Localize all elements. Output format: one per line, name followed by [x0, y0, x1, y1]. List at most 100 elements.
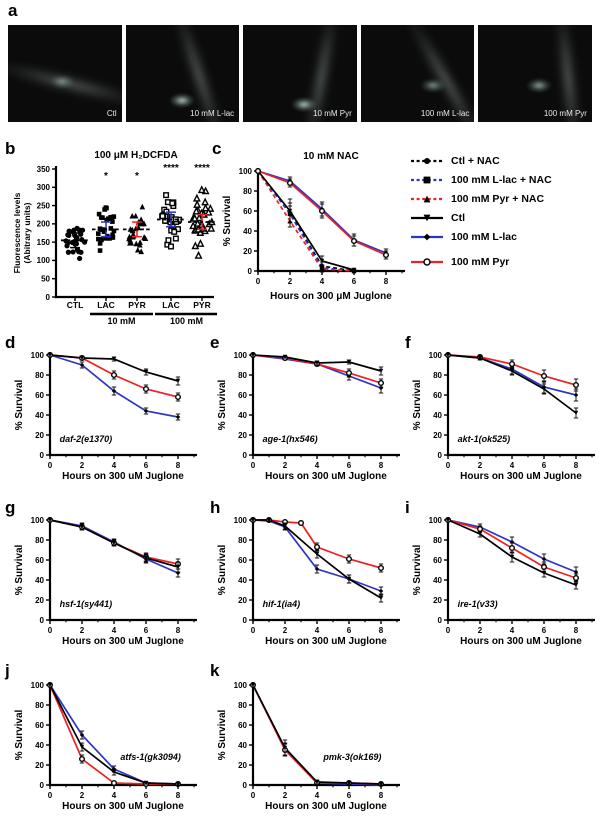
svg-text:Hours on 300 uM Juglone: Hours on 300 uM Juglone [62, 801, 184, 812]
svg-text:2: 2 [283, 461, 288, 470]
svg-text:10 mM NAC: 10 mM NAC [303, 151, 359, 162]
svg-text:250: 250 [37, 201, 51, 210]
worm-image [392, 25, 475, 122]
panel-letter-b: b [5, 139, 16, 158]
svg-text:Hours on 300 uM Juglone: Hours on 300 uM Juglone [265, 471, 387, 482]
svg-text:pmk-3(ok169): pmk-3(ok169) [322, 752, 381, 762]
svg-text:Hours on 300 μM Juglone: Hours on 300 μM Juglone [270, 291, 392, 302]
svg-text:0: 0 [48, 626, 53, 635]
micrograph-label: 10 mM Pyr [313, 109, 352, 118]
svg-text:6: 6 [144, 461, 149, 470]
svg-text:8: 8 [379, 626, 384, 635]
svg-text:100: 100 [234, 351, 248, 360]
svg-text:6: 6 [144, 791, 149, 800]
svg-text:80: 80 [35, 701, 44, 710]
legend-marker-icon [411, 176, 443, 183]
svg-text:CTL: CTL [67, 300, 84, 310]
svg-text:0: 0 [40, 616, 45, 625]
svg-text:40: 40 [35, 411, 44, 420]
svg-text:60: 60 [35, 721, 44, 730]
svg-text:Hours on 300 uM Juglone: Hours on 300 uM Juglone [62, 471, 184, 482]
svg-text:80: 80 [238, 536, 247, 545]
svg-text:% Survival: % Survival [217, 709, 228, 760]
panel-letter-j: j [5, 661, 10, 680]
svg-text:6: 6 [144, 626, 149, 635]
svg-text:2: 2 [80, 461, 85, 470]
svg-text:2: 2 [80, 626, 85, 635]
svg-text:100: 100 [239, 167, 253, 176]
svg-text:0: 0 [446, 461, 451, 470]
svg-text:80: 80 [433, 536, 442, 545]
svg-text:6: 6 [347, 461, 352, 470]
legend-label: 100 mM Pyr + NAC [451, 192, 545, 205]
svg-text:0: 0 [438, 616, 443, 625]
svg-text:% Survival: % Survival [217, 544, 228, 595]
svg-text:60: 60 [433, 556, 442, 565]
panel-letter-f: f [405, 333, 411, 352]
svg-text:8: 8 [574, 461, 579, 470]
svg-text:0: 0 [40, 451, 45, 460]
svg-text:20: 20 [433, 596, 442, 605]
svg-text:10 mM: 10 mM [107, 316, 135, 325]
legend: Ctl + NAC 100 mM L-lac + NAC 100 mM Pyr … [410, 154, 552, 268]
svg-text:8: 8 [379, 461, 384, 470]
panel-letter-c: c [212, 139, 222, 158]
svg-text:0: 0 [243, 451, 248, 460]
svg-text:****: **** [194, 163, 210, 174]
panel-letter-k: k [210, 661, 220, 680]
micrograph-10mm-pyr: 10 mM Pyr [243, 25, 357, 122]
svg-text:****: **** [163, 163, 179, 174]
svg-text:0: 0 [438, 451, 443, 460]
svg-text:0: 0 [256, 277, 261, 286]
svg-text:40: 40 [35, 741, 44, 750]
svg-text:80: 80 [243, 187, 252, 196]
legend-label: 100 mM L-lac [451, 230, 517, 243]
svg-text:8: 8 [379, 791, 384, 800]
svg-text:8: 8 [574, 626, 579, 635]
micrograph-label: 100 mM L-lac [420, 109, 470, 118]
svg-text:2: 2 [478, 626, 483, 635]
panel-letter-g: g [5, 498, 16, 517]
svg-text:4: 4 [315, 626, 320, 635]
svg-text:40: 40 [433, 576, 442, 585]
legend-marker-icon [411, 257, 443, 266]
svg-text:60: 60 [238, 721, 247, 730]
micrograph-ctl: Ctl [8, 25, 122, 122]
svg-text:80: 80 [35, 536, 44, 545]
svg-text:daf-2(e1370): daf-2(e1370) [60, 434, 113, 444]
svg-text:150: 150 [37, 238, 51, 247]
svg-text:100: 100 [429, 516, 443, 525]
legend-marker-icon [411, 214, 443, 221]
panel-letter-h: h [210, 498, 221, 517]
svg-text:hsf-1(sy441): hsf-1(sy441) [60, 599, 113, 609]
svg-text:100: 100 [234, 681, 248, 690]
svg-text:80: 80 [238, 371, 247, 380]
chart-nac-survival: 10 mM NAC 0 20 40 60 80 100 0 2 4 6 8 Hours on 300 μ… [222, 151, 405, 302]
svg-text:LAC: LAC [97, 300, 114, 310]
fluorescence-glow [419, 78, 446, 94]
legend-item-pyr: 100 mM Pyr [410, 255, 552, 268]
svg-text:8: 8 [176, 461, 181, 470]
svg-text:6: 6 [352, 277, 357, 286]
svg-text:4: 4 [510, 461, 515, 470]
svg-text:2: 2 [283, 626, 288, 635]
legend-item-pyr-nac: 100 mM Pyr + NAC [410, 192, 552, 205]
svg-text:0: 0 [46, 293, 51, 302]
svg-text:4: 4 [112, 461, 117, 470]
svg-text:100: 100 [31, 516, 45, 525]
svg-text:6: 6 [542, 626, 547, 635]
svg-text:4: 4 [112, 626, 117, 635]
legend-label: Ctl [451, 211, 465, 224]
legend-label: 100 mM Pyr [451, 255, 510, 268]
svg-text:Hours on 300 uM Juglone: Hours on 300 uM Juglone [265, 636, 387, 647]
svg-text:100: 100 [31, 681, 45, 690]
panel-letter-e: e [210, 333, 220, 352]
fluorescence-glow [526, 78, 553, 94]
svg-text:% Survival: % Survival [14, 544, 25, 595]
worm-image [161, 25, 238, 122]
